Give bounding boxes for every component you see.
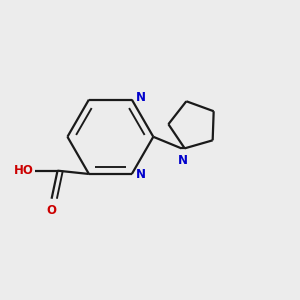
- Text: HO: HO: [14, 164, 33, 176]
- Text: N: N: [136, 169, 146, 182]
- Text: N: N: [136, 92, 146, 104]
- Text: O: O: [46, 204, 56, 217]
- Text: N: N: [178, 154, 188, 167]
